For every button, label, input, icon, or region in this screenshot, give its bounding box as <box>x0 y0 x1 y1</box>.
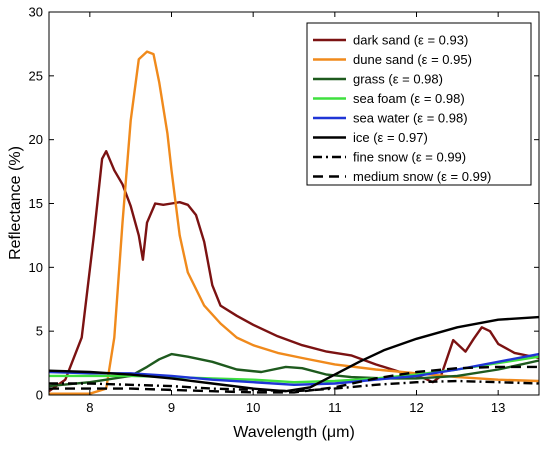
x-tick-label: 10 <box>246 400 260 415</box>
x-tick-label: 13 <box>491 400 505 415</box>
x-axis-ticks: 8 9 10 11 12 13 <box>86 12 505 415</box>
legend-label-dark-sand: dark sand (ε = 0.93) <box>353 33 468 48</box>
series-line-sea-water <box>48 352 540 386</box>
legend-label-fine-snow: fine snow (ε = 0.99) <box>353 150 466 165</box>
series-line-medium-snow <box>49 365 539 394</box>
y-tick-label: 0 <box>36 388 43 403</box>
legend-box <box>306 22 532 186</box>
y-axis-ticks: 0 5 10 15 20 25 30 <box>29 5 539 403</box>
series-line-fine-snow <box>49 379 540 393</box>
x-tick-label: 9 <box>168 400 175 415</box>
y-tick-label: 10 <box>29 260 43 275</box>
y-tick-label: 15 <box>29 196 43 211</box>
x-tick-label: 12 <box>409 400 423 415</box>
y-tick-label: 25 <box>29 68 43 83</box>
series-layer <box>48 50 540 395</box>
y-tick-label: 20 <box>29 132 43 147</box>
series-line-ice <box>48 315 540 393</box>
x-tick-label: 8 <box>86 400 93 415</box>
series-line-grass <box>48 352 540 388</box>
legend-label-dune-sand: dune sand (ε = 0.95) <box>353 52 472 67</box>
y-tick-label: 30 <box>29 5 43 20</box>
y-tick-label: 5 <box>36 324 43 339</box>
legend-label-grass: grass (ε = 0.98) <box>353 72 443 87</box>
series-line-dune-sand <box>49 50 540 395</box>
x-axis-label: Wavelength (μm) <box>233 424 355 441</box>
y-axis-label: Reflectance (%) <box>7 146 24 260</box>
legend: dark sand (ε = 0.93) dune sand (ε = 0.95)… <box>306 22 532 186</box>
legend-label-sea-water: sea water (ε = 0.98) <box>353 111 468 126</box>
legend-label-sea-foam: sea foam (ε = 0.98) <box>353 91 465 106</box>
legend-label-ice: ice (ε = 0.97) <box>353 130 428 145</box>
x-tick-label: 11 <box>328 400 342 415</box>
legend-label-medium-snow: medium snow (ε = 0.99) <box>353 169 491 184</box>
series-line-dark-sand <box>48 150 540 393</box>
